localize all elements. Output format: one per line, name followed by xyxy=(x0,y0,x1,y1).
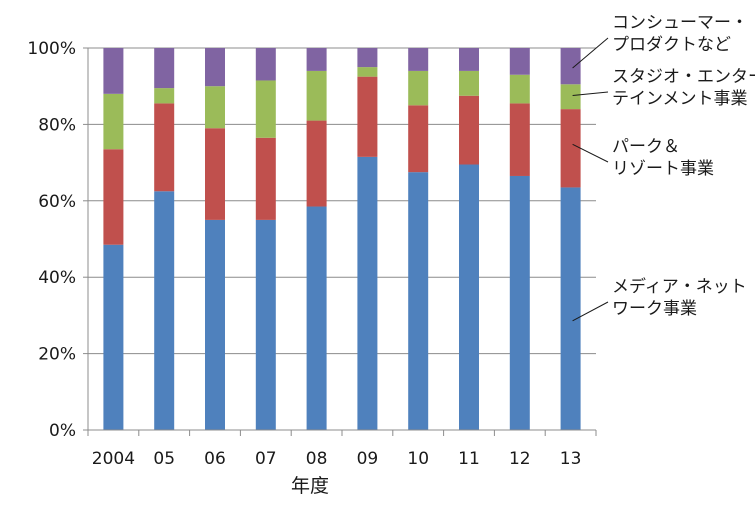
y-tick-label: 80% xyxy=(38,115,76,135)
bar-segment-2004-s2 xyxy=(103,93,124,150)
bar-segment-2004-s3 xyxy=(103,48,124,94)
bar-segment-11-s0 xyxy=(459,164,479,430)
y-tick-labels: 0% 20% 40% 60% 80% 100% xyxy=(27,39,76,441)
x-axis-label: 年度 xyxy=(291,475,329,497)
leader-line xyxy=(572,37,609,69)
bar-segment-10-s0 xyxy=(408,172,429,430)
y-tick-label: 40% xyxy=(38,268,76,288)
bar-segment-10-s2 xyxy=(408,70,429,106)
bar-segment-07-s0 xyxy=(255,219,276,430)
bar-segment-13-s3 xyxy=(560,48,581,85)
bar-segment-05-s1 xyxy=(154,103,175,192)
bar-segment-08-s2 xyxy=(306,70,327,121)
x-tick-label: 2004 xyxy=(92,449,135,469)
bar-segment-09-s0 xyxy=(357,156,378,430)
series-label: テインメント事業 xyxy=(612,89,748,109)
x-tick-label: 10 xyxy=(407,449,429,469)
bar-segment-09-s3 xyxy=(357,48,378,68)
bar-segment-07-s1 xyxy=(255,137,276,220)
bar-segment-10-s1 xyxy=(408,105,429,173)
bar-segment-05-s0 xyxy=(154,191,175,430)
leader-line xyxy=(572,143,609,163)
series-label: パーク＆ xyxy=(612,137,680,157)
bar-segment-05-s3 xyxy=(154,48,175,89)
series-label: ワーク事業 xyxy=(612,299,697,319)
y-tick-label: 0% xyxy=(49,421,76,441)
x-tick-label: 07 xyxy=(255,449,277,469)
series-label: プロダクトなど xyxy=(612,35,731,55)
y-tick-label: 100% xyxy=(27,39,76,59)
bar-segment-2004-s1 xyxy=(103,149,124,245)
leader-line xyxy=(572,91,609,96)
x-tick-label: 08 xyxy=(306,449,328,469)
bar-segment-05-s2 xyxy=(154,88,175,104)
y-tick-label: 60% xyxy=(38,192,76,212)
bar-segment-09-s1 xyxy=(357,76,378,157)
bar-segment-11-s2 xyxy=(459,70,479,96)
bars xyxy=(103,48,581,430)
bar-segment-06-s3 xyxy=(205,48,225,87)
bar-segment-13-s2 xyxy=(560,84,581,110)
bar-segment-08-s1 xyxy=(306,120,327,207)
x-tick-label: 12 xyxy=(509,449,531,469)
bar-segment-08-s0 xyxy=(306,206,327,430)
bar-segment-07-s2 xyxy=(255,80,276,138)
series-label: メディア・ネット xyxy=(612,276,747,297)
bar-segment-10-s3 xyxy=(408,48,429,71)
y-tick-label: 20% xyxy=(38,345,76,365)
bar-segment-12-s3 xyxy=(509,48,530,75)
bar-segment-11-s1 xyxy=(459,95,479,165)
x-tick-label: 09 xyxy=(357,449,379,469)
leader-line xyxy=(572,301,609,322)
series-label: スタジオ・エンター xyxy=(612,67,755,87)
x-tick-label: 13 xyxy=(560,449,582,469)
bar-segment-12-s0 xyxy=(509,175,530,430)
x-tick-label: 05 xyxy=(153,449,175,469)
x-tick-label: 11 xyxy=(458,449,480,469)
bar-segment-12-s1 xyxy=(509,103,530,176)
series-label: コンシューマー・ xyxy=(612,13,748,33)
bar-segment-06-s0 xyxy=(205,219,225,430)
bar-segment-2004-s0 xyxy=(103,244,124,430)
bar-segment-11-s3 xyxy=(459,48,479,71)
bar-segment-13-s1 xyxy=(560,109,581,188)
bar-segment-07-s3 xyxy=(255,48,276,81)
bar-segment-13-s0 xyxy=(560,187,581,430)
bar-segment-09-s2 xyxy=(357,67,378,77)
series-label: リゾート事業 xyxy=(612,159,714,179)
x-tick-labels: 2004 05 06 07 08 09 10 11 12 13 xyxy=(92,449,582,469)
axes xyxy=(83,47,597,436)
bar-segment-06-s2 xyxy=(205,86,225,129)
x-tick-label: 06 xyxy=(204,449,226,469)
bar-segment-08-s3 xyxy=(306,48,327,71)
bar-segment-06-s1 xyxy=(205,128,225,220)
bar-segment-12-s2 xyxy=(509,74,530,104)
